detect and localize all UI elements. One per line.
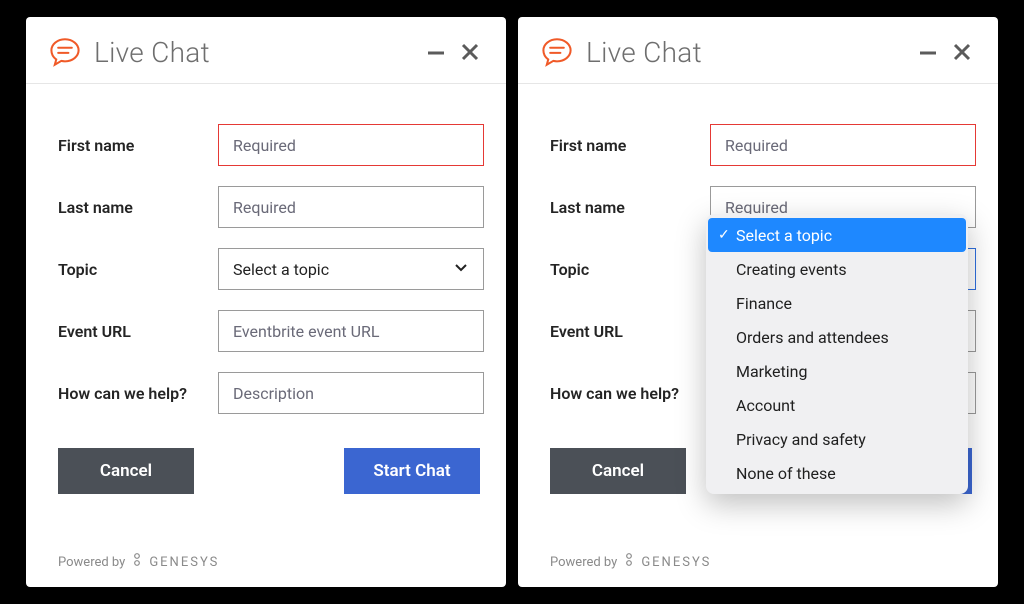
widget-title: Live Chat: [94, 36, 416, 69]
start-chat-button[interactable]: Start Chat: [344, 448, 480, 494]
chat-icon: [48, 35, 82, 69]
cancel-button[interactable]: Cancel: [550, 448, 686, 494]
help-placeholder: Description: [233, 384, 314, 403]
help-label: How can we help?: [58, 384, 218, 403]
powered-by: Powered by GENESYS: [26, 535, 506, 587]
topic-option[interactable]: Account: [706, 388, 968, 422]
topic-label: Topic: [58, 260, 218, 279]
topic-select-value: Select a topic: [233, 260, 329, 279]
event-url-label: Event URL: [550, 322, 710, 341]
event-url-placeholder: Eventbrite event URL: [233, 322, 379, 341]
last-name-label: Last name: [550, 198, 710, 217]
topic-select[interactable]: Select a topic: [218, 248, 484, 290]
first-name-placeholder: Required: [233, 136, 296, 155]
button-row: Cancel Start Chat: [58, 448, 484, 494]
last-name-placeholder: Required: [233, 198, 296, 217]
widget-body: First name Required Last name Required T…: [518, 84, 998, 535]
widget-title: Live Chat: [586, 36, 908, 69]
help-field[interactable]: Description: [218, 372, 484, 414]
first-name-field[interactable]: Required: [710, 124, 976, 166]
topic-option[interactable]: Orders and attendees: [706, 320, 968, 354]
powered-by: Powered by GENESYS: [518, 535, 998, 587]
topic-label: Topic: [550, 260, 710, 279]
genesys-icon: [131, 553, 143, 571]
widget-body: First name Required Last name Required T…: [26, 84, 506, 535]
minimize-button[interactable]: [422, 38, 450, 66]
close-button[interactable]: [456, 38, 484, 66]
first-name-field[interactable]: Required: [218, 124, 484, 166]
powered-brand: GENESYS: [641, 555, 711, 570]
chat-widget-open: Live Chat First name Required Last name …: [518, 17, 998, 587]
chevron-down-icon: [453, 259, 469, 279]
widget-header: Live Chat: [518, 17, 998, 84]
powered-brand: GENESYS: [149, 555, 219, 570]
powered-prefix: Powered by: [550, 555, 617, 570]
minimize-button[interactable]: [914, 38, 942, 66]
chat-widget-closed: Live Chat First name Required Last name …: [26, 17, 506, 587]
topic-option[interactable]: None of these: [706, 456, 968, 490]
topic-option[interactable]: Marketing: [706, 354, 968, 388]
event-url-field[interactable]: Eventbrite event URL: [218, 310, 484, 352]
genesys-icon: [623, 553, 635, 571]
event-url-label: Event URL: [58, 322, 218, 341]
chat-icon: [540, 35, 574, 69]
cancel-button[interactable]: Cancel: [58, 448, 194, 494]
topic-option[interactable]: Privacy and safety: [706, 422, 968, 456]
help-label: How can we help?: [550, 384, 710, 403]
widget-header: Live Chat: [26, 17, 506, 84]
topic-option[interactable]: Select a topic: [708, 218, 966, 252]
last-name-field[interactable]: Required: [218, 186, 484, 228]
powered-prefix: Powered by: [58, 555, 125, 570]
topic-dropdown: Select a topic Creating events Finance O…: [706, 214, 968, 494]
first-name-label: First name: [550, 136, 710, 155]
topic-option[interactable]: Creating events: [706, 252, 968, 286]
topic-option[interactable]: Finance: [706, 286, 968, 320]
first-name-placeholder: Required: [725, 136, 788, 155]
last-name-label: Last name: [58, 198, 218, 217]
first-name-label: First name: [58, 136, 218, 155]
close-button[interactable]: [948, 38, 976, 66]
